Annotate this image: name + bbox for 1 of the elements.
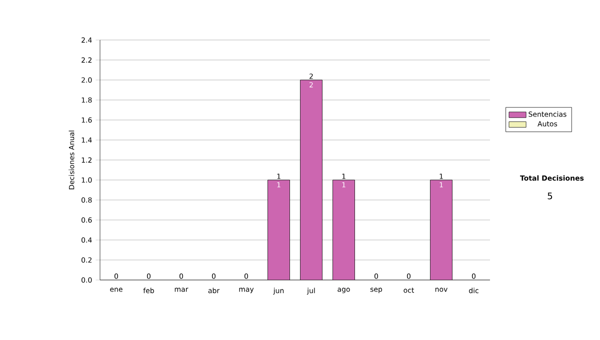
text: 5 <box>548 192 552 200</box>
